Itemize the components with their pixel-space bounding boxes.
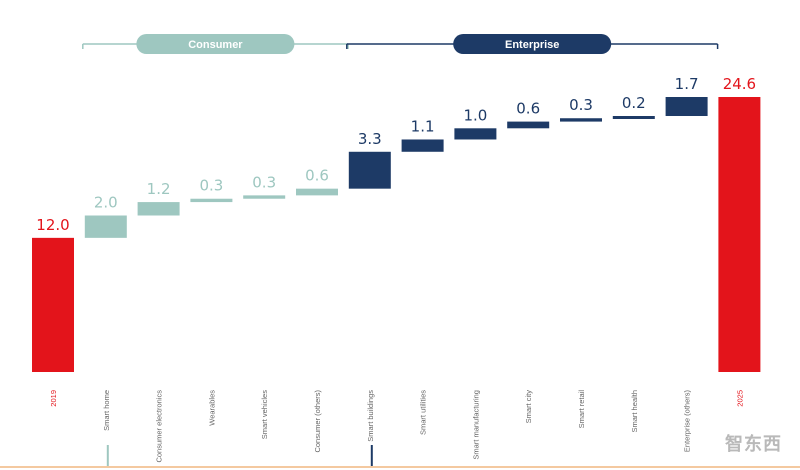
tick-label-smart-utilities: Smart utilities (419, 390, 428, 435)
tick-label-smart-retail: Smart retail (577, 390, 586, 429)
value-label-2019: 12.0 (36, 216, 69, 234)
value-label-smart-city: 0.6 (516, 100, 540, 118)
value-label-smart-health: 0.2 (622, 94, 646, 112)
tick-label-wearables: Wearables (207, 390, 216, 426)
group-label-consumer: Consumer (188, 39, 243, 51)
bar-smart-retail (560, 118, 602, 122)
group-label-enterprise: Enterprise (505, 39, 559, 51)
bar-smart-utilities (401, 139, 444, 152)
tick-label-consumer-others: Consumer (others) (313, 390, 322, 453)
tick-label-smart-health: Smart health (630, 390, 639, 433)
tick-label-2025: 2025 (735, 390, 744, 407)
bar-consumer-electronics (137, 202, 180, 216)
value-label-consumer-electronics: 1.2 (147, 180, 171, 198)
value-label-smart-vehicles: 0.3 (252, 173, 276, 191)
bar-smart-city (507, 121, 550, 129)
tick-label-smart-vehicles: Smart vehicles (260, 390, 269, 439)
tick-label-smart-buildings: Smart buildings (366, 390, 375, 442)
tick-label-2019: 2019 (49, 390, 58, 407)
value-label-smart-retail: 0.3 (569, 96, 593, 114)
bar-smart-health (612, 116, 655, 120)
bar-smart-home (84, 215, 127, 238)
value-label-smart-utilities: 1.1 (411, 117, 435, 135)
bar-smart-manufacturing (454, 128, 497, 140)
bar-wearables (190, 198, 233, 203)
value-label-wearables: 0.3 (199, 177, 223, 195)
bar-consumer-others (296, 188, 338, 196)
group-pill-consumer (136, 34, 295, 54)
tick-label-smart-manufacturing: Smart manufacturing (471, 390, 480, 460)
watermark: 智东西 (725, 434, 782, 455)
bar-smart-buildings (348, 151, 391, 189)
value-label-smart-buildings: 3.3 (358, 130, 382, 148)
bar-2025 (718, 97, 761, 372)
value-label-smart-home: 2.0 (94, 193, 118, 211)
tick-label-smart-city: Smart city (524, 390, 533, 424)
bar-smart-vehicles (243, 195, 286, 199)
value-label-2025: 24.6 (723, 75, 756, 93)
value-label-smart-manufacturing: 1.0 (463, 106, 487, 124)
tick-label-enterprise-others: Enterprise (others) (683, 390, 692, 453)
tick-label-consumer-electronics: Consumer electronics (155, 390, 164, 463)
value-label-enterprise-others: 1.7 (675, 75, 699, 93)
bar-enterprise-others (665, 97, 708, 117)
tick-label-smart-home: Smart home (102, 390, 111, 431)
group-pill-enterprise (453, 34, 612, 54)
bar-2019 (32, 237, 74, 372)
value-label-consumer-others: 0.6 (305, 167, 329, 185)
bottom-divider (0, 466, 800, 468)
